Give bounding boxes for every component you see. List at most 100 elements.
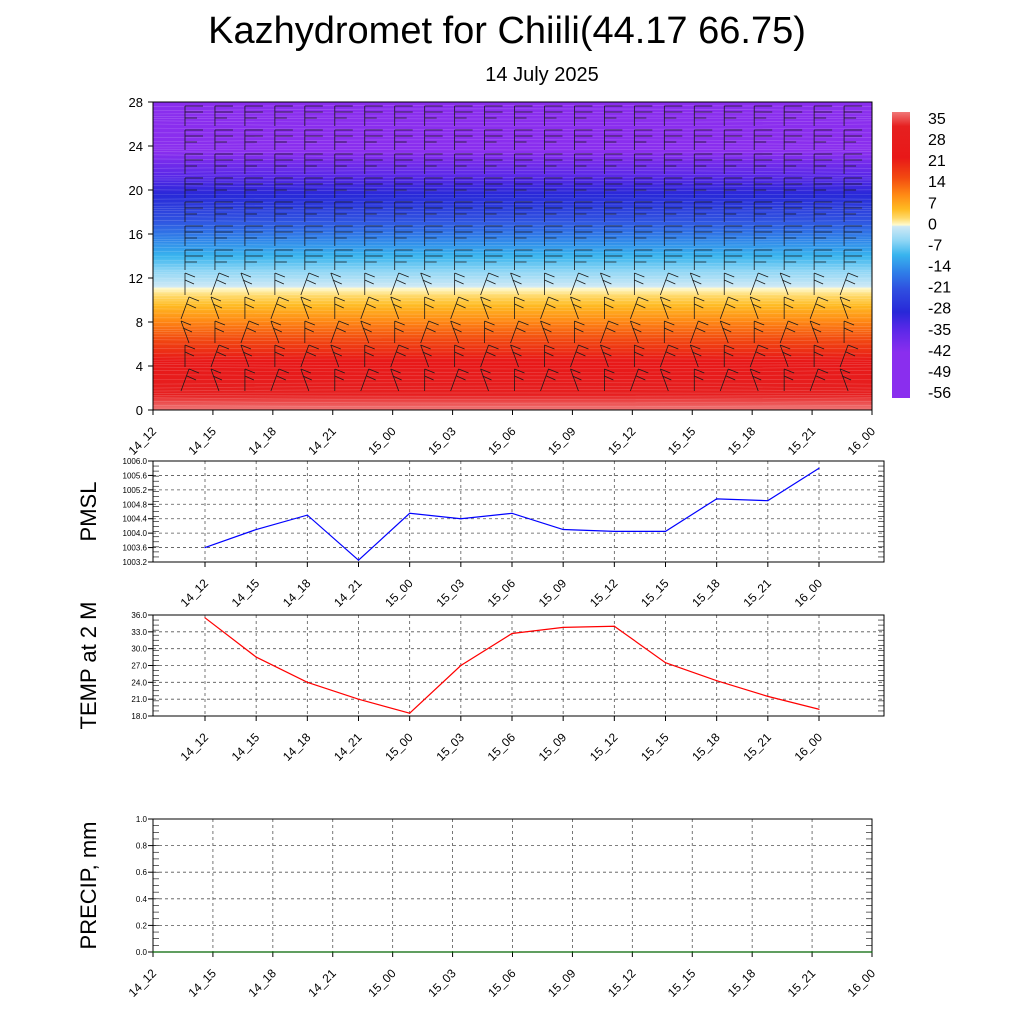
- wind-barb: [244, 129, 263, 150]
- wind-barb: [274, 249, 293, 270]
- temp-2m-point: [562, 626, 564, 628]
- wind-barb: [544, 153, 563, 174]
- wind-barb: [330, 272, 342, 296]
- wind-barb: [214, 320, 226, 343]
- wind-barbs: [180, 105, 863, 392]
- wind-barb: [753, 249, 773, 270]
- wind-barb: [693, 368, 705, 391]
- wind-barb: [184, 249, 203, 270]
- heatmap-contour: [152, 358, 873, 361]
- wind-barb: [843, 225, 863, 246]
- wind-barb: [244, 177, 263, 198]
- pmsl-point: [357, 559, 360, 561]
- wind-barb: [753, 105, 773, 126]
- heatmap-contour: [152, 197, 873, 200]
- temp-2m-point: [357, 698, 360, 700]
- wind-barb: [390, 272, 409, 296]
- precip-point: [212, 951, 214, 953]
- colorbar-label: -49: [928, 364, 951, 381]
- wind-barb: [484, 129, 503, 150]
- heatmap-contour: [152, 166, 873, 169]
- wind-barb: [424, 249, 443, 270]
- heatmap-contour: [152, 293, 873, 296]
- x-tick-label: 15_12: [605, 966, 639, 1000]
- heatmap-contour: [152, 151, 873, 154]
- colorbar-label: 35: [928, 111, 946, 128]
- wind-barb: [274, 344, 286, 367]
- heatmap-contour: [152, 312, 873, 315]
- wind-barb: [753, 153, 773, 174]
- wind-barb: [723, 129, 743, 150]
- colorbar-label: 28: [928, 132, 946, 149]
- y-tick-label: 16: [129, 227, 143, 242]
- y-tick-label: 1005.2: [123, 486, 148, 495]
- wind-barb: [214, 225, 233, 246]
- heatmap-contour: [152, 185, 873, 188]
- temp-2m-point: [613, 625, 615, 627]
- wind-barb: [629, 368, 649, 392]
- y-tick-label: 33.0: [131, 628, 147, 637]
- wind-barb: [424, 105, 443, 126]
- chart-title: Kazhydromet for Chiili(44.17 66.75): [208, 10, 806, 52]
- panel-frame: [152, 460, 885, 563]
- wind-barb: [210, 272, 230, 296]
- x-tick-label: 15_09: [536, 576, 570, 610]
- heatmap-contour: [152, 324, 873, 327]
- x-tick-label: 14_21: [305, 424, 339, 458]
- wind-barb: [689, 272, 702, 296]
- wind-barb: [663, 249, 683, 270]
- wind-barb: [424, 368, 435, 391]
- y-tick-label: 1.0: [136, 815, 148, 824]
- wind-barb: [544, 129, 563, 150]
- heatmap-contour: [152, 135, 873, 138]
- x-tick-label: 15_00: [365, 424, 399, 458]
- wind-barb: [304, 320, 315, 343]
- x-tick-label: 14_12: [126, 424, 160, 458]
- wind-barb: [779, 320, 799, 344]
- wind-barb: [304, 201, 323, 222]
- pmsl-point: [613, 530, 615, 532]
- wind-barb: [600, 320, 619, 344]
- wind-barb: [783, 225, 803, 246]
- y-tick-label: 4: [136, 359, 143, 374]
- heatmap-contour: [152, 308, 873, 312]
- wind-barb: [813, 344, 825, 367]
- wind-barb: [304, 225, 323, 246]
- wind-barb: [779, 272, 792, 296]
- wind-barb: [633, 105, 653, 126]
- x-tick-label: 14_15: [229, 576, 263, 610]
- wind-barb: [813, 201, 833, 222]
- y-tick-label: 27.0: [131, 662, 147, 671]
- wind-barb: [270, 320, 283, 344]
- pmsl-point: [818, 467, 820, 469]
- wind-barb: [723, 272, 735, 295]
- wind-barb: [300, 344, 319, 368]
- heatmap-fill: [153, 102, 872, 410]
- wind-barb: [783, 105, 803, 126]
- x-tick-label: 14_18: [245, 966, 279, 1000]
- wind-barb: [514, 225, 533, 246]
- x-tick-label: 15_21: [785, 966, 819, 1000]
- wind-barb: [184, 201, 203, 222]
- wind-barb: [514, 249, 533, 270]
- wind-barb: [454, 249, 473, 270]
- wind-barb: [813, 177, 833, 198]
- wind-barb: [480, 296, 492, 320]
- x-tick-label: 15_00: [382, 730, 416, 764]
- wind-barb: [839, 344, 859, 368]
- x-tick-label: 15_18: [725, 424, 759, 458]
- wind-barb: [244, 249, 263, 270]
- wind-barb: [364, 177, 383, 198]
- wind-barb: [450, 296, 469, 320]
- wind-barb: [663, 105, 683, 126]
- wind-barb: [600, 272, 612, 296]
- wind-barb: [574, 105, 593, 126]
- x-tick-label: 15_18: [689, 730, 723, 764]
- heatmap-contour: [152, 277, 873, 281]
- wind-barb: [514, 129, 533, 150]
- x-tick-label: 14_21: [305, 966, 339, 1000]
- x-tick-label: 15_15: [638, 730, 672, 764]
- x-tick-label: 15_06: [485, 966, 519, 1000]
- wind-barb: [663, 320, 675, 343]
- wind-barb: [783, 129, 803, 150]
